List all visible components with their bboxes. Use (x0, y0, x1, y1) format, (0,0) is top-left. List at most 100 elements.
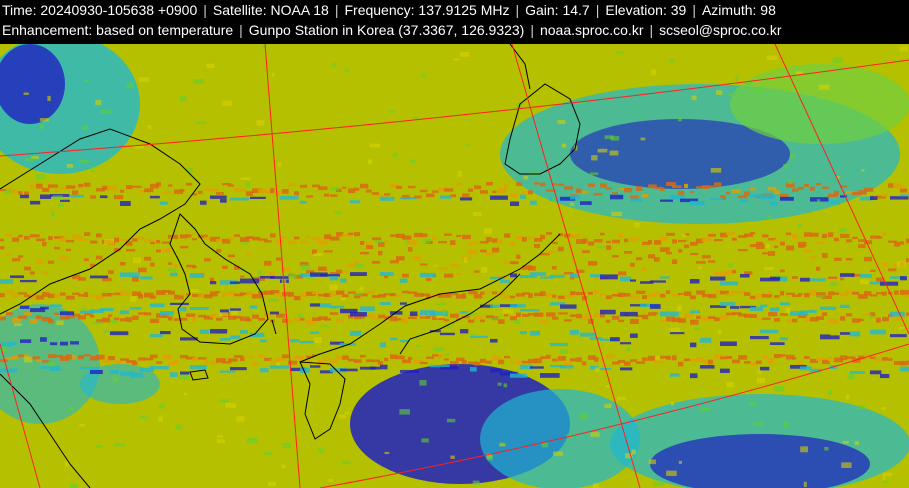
cloud-patch (444, 358, 449, 361)
cloud-patch (714, 317, 720, 322)
cloud-patch (160, 311, 174, 316)
cloud-patch (310, 331, 320, 334)
cloud-patch (882, 262, 889, 267)
cloud-patch (0, 359, 9, 363)
cloud-patch (110, 319, 117, 324)
cloud-patch (655, 355, 661, 361)
cloud-patch (618, 188, 626, 191)
cloud-patch (336, 290, 345, 295)
cloud-patch (219, 399, 229, 403)
cloud-patch (180, 354, 188, 359)
cloud-patch (192, 293, 202, 297)
cloud-patch (546, 293, 556, 297)
cloud-patch (846, 190, 854, 194)
cloud-patch (0, 345, 7, 351)
cloud-patch (13, 323, 22, 326)
cloud-patch (582, 190, 589, 194)
tsushima (271, 319, 277, 335)
cloud-patch (540, 373, 560, 378)
cloud-patch (312, 354, 317, 357)
cloud-patch (18, 234, 23, 238)
cloud-patch (888, 268, 897, 272)
cloud-patch (700, 337, 712, 343)
cloud-patch (103, 330, 110, 333)
cloud-patch (810, 358, 819, 363)
cloud-patch (822, 359, 830, 365)
cloud-patch (36, 174, 45, 180)
cloud-patch (114, 194, 124, 200)
cloud-patch (222, 238, 231, 244)
cloud-patch (636, 257, 643, 261)
cloud-patch (444, 188, 454, 192)
cloud-patch (620, 276, 631, 282)
cloud-patch (842, 440, 849, 444)
cloud-patch (606, 319, 611, 323)
cloud-patch (220, 198, 227, 203)
cloud-patch (444, 233, 452, 236)
cloud-patch (324, 250, 333, 253)
cloud-patch (854, 441, 860, 445)
cloud-patch (60, 355, 70, 361)
cloud-patch (294, 316, 303, 322)
cloud-patch (48, 236, 53, 240)
cloud-patch (576, 357, 582, 362)
cloud-patch (198, 314, 207, 318)
cloud-patch (816, 241, 826, 244)
cloud-patch (852, 291, 860, 295)
cloud-patch (738, 195, 748, 199)
cloud-patch (313, 253, 323, 257)
cloud-patch (528, 313, 537, 316)
cloud-patch (60, 311, 75, 316)
cloud-patch (396, 185, 403, 189)
cloud-patch (605, 385, 611, 388)
cloud-patch (30, 308, 46, 313)
cloud-patch (804, 232, 811, 237)
cloud-patch (378, 361, 383, 365)
cloud-patch (216, 317, 223, 321)
cloud-patch (558, 312, 568, 315)
cloud-patch (310, 365, 321, 368)
cloud-patch (170, 372, 178, 378)
cloud-patch (870, 281, 880, 285)
cloud-patch (258, 317, 265, 321)
cloud-patch (51, 211, 55, 217)
china-coast (0, 128, 201, 315)
cloud-patch (690, 373, 698, 379)
cloud-patch (132, 361, 138, 366)
cloud-patch (40, 366, 51, 369)
cloud-patch (876, 317, 881, 323)
cloud-patch (453, 58, 460, 61)
cloud-patch (242, 241, 248, 245)
cloud-patch (894, 183, 904, 189)
cloud-patch (300, 273, 319, 277)
cloud-patch (162, 241, 171, 244)
cloud-patch (820, 306, 836, 310)
cloud-patch (12, 293, 18, 299)
lat-line (319, 343, 909, 488)
cloud-patch (313, 337, 322, 343)
cloud-patch (888, 240, 897, 243)
website-label: noaa.sproc.co.kr (539, 22, 644, 38)
cloud-patch (604, 403, 612, 409)
cloud-patch (435, 315, 445, 318)
cloud-patch (426, 356, 434, 359)
cloud-patch (72, 234, 82, 239)
cloud-patch (290, 367, 306, 372)
cloud-patch (54, 189, 60, 193)
cloud-patch (24, 235, 30, 240)
satellite-label: Satellite: NOAA 18 (212, 2, 329, 18)
cloud-patch (50, 304, 63, 307)
cloud-patch (18, 354, 27, 357)
cloud-patch (684, 233, 690, 236)
cloud-patch (236, 416, 245, 422)
cloud-patch (20, 305, 30, 309)
cloud-patch (72, 313, 81, 317)
cloud-patch (70, 194, 84, 198)
cloud-patch (708, 293, 717, 299)
cloud-patch (570, 195, 581, 200)
cloud-patch (522, 292, 530, 295)
cloud-patch (882, 481, 889, 484)
cloud-patch (64, 461, 70, 467)
cloud-patch (612, 192, 618, 195)
cloud-patch (396, 294, 402, 298)
